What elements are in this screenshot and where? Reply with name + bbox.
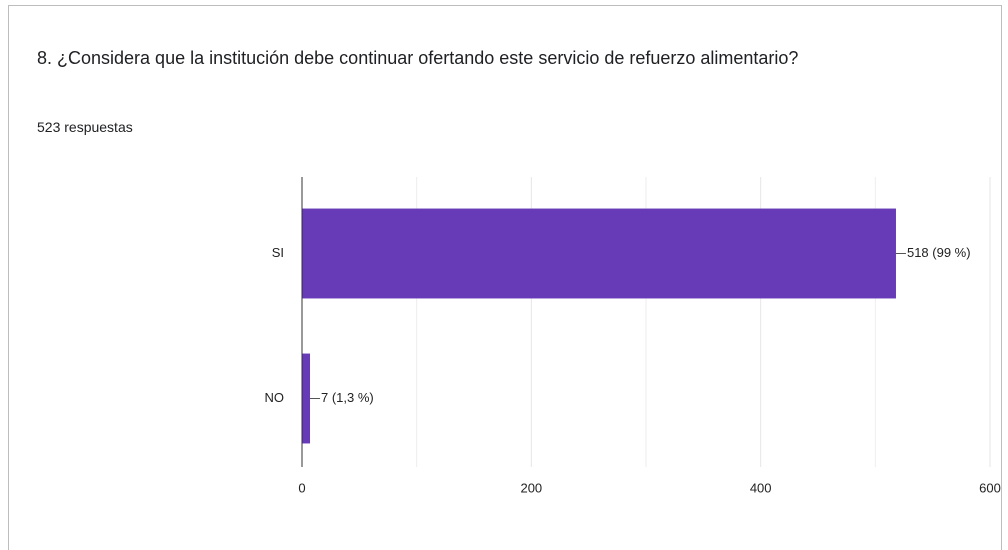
x-tick-label: 600 [979,480,1001,495]
x-tick-label: 200 [520,480,542,495]
bar [302,208,896,299]
y-tick-label: SI [272,245,284,260]
x-tick-label: 400 [750,480,772,495]
card [8,5,1002,550]
value-label: 7 (1,3 %) [321,390,374,405]
chart-subtitle: 523 respuestas [37,119,133,135]
y-tick-label: NO [265,390,285,405]
x-tick-label: 0 [298,480,305,495]
value-label: 518 (99 %) [907,245,971,260]
bar [302,353,311,444]
chart-title: 8. ¿Considera que la institución debe co… [37,48,799,68]
